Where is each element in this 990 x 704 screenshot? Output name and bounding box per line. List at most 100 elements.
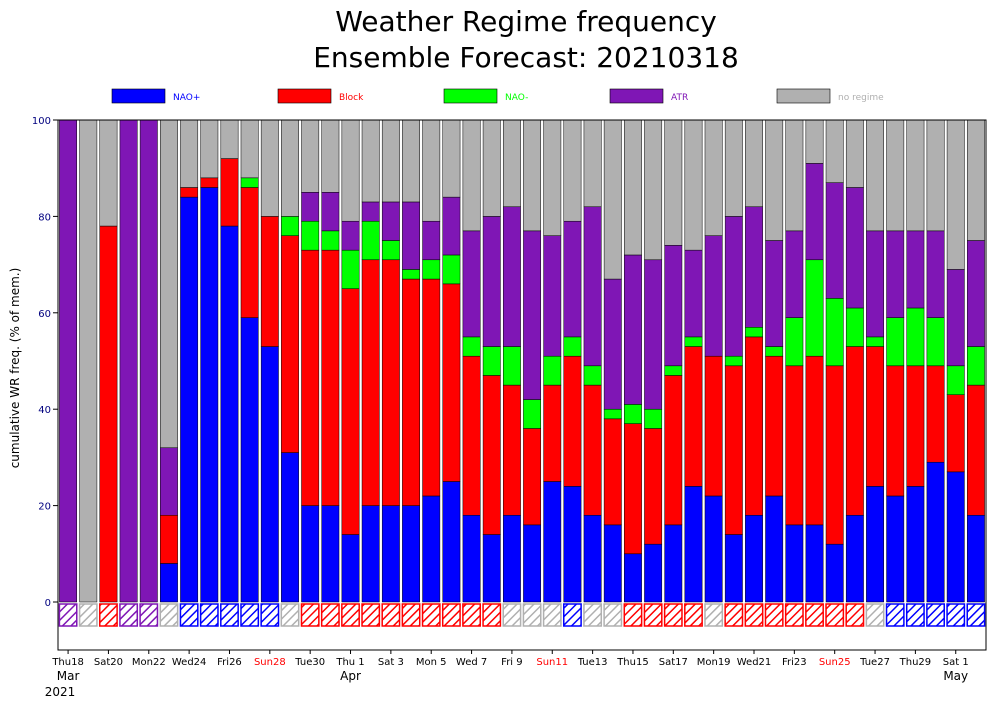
bar-no-regime-36 bbox=[785, 119, 804, 232]
bar-nao-13 bbox=[321, 505, 340, 603]
bar-no-regime-23 bbox=[523, 119, 542, 232]
bar-nao-17 bbox=[402, 269, 420, 280]
bar-nao-10 bbox=[260, 346, 279, 603]
bar-atr-23 bbox=[523, 230, 542, 400]
bar-atr-26 bbox=[583, 206, 602, 367]
bar-nao-29 bbox=[644, 408, 663, 429]
bar-no-regime-37 bbox=[805, 119, 824, 164]
regime-marker-8 bbox=[220, 603, 239, 627]
y-tick-label: 40 bbox=[38, 405, 51, 416]
bar-block-20 bbox=[462, 355, 481, 516]
bar-nao-35 bbox=[765, 346, 784, 357]
bar-block-10 bbox=[260, 216, 279, 347]
bar-block-33 bbox=[724, 365, 743, 535]
axes-layer: 0 20 40 60 80 100 Thu18 Sat20 Mon22 Wed24 Fri26 Sun… bbox=[32, 116, 987, 699]
regime-marker-19 bbox=[441, 603, 461, 627]
bar-nao-25 bbox=[563, 336, 582, 357]
bar-block-24 bbox=[543, 384, 562, 482]
regime-marker-25 bbox=[563, 603, 582, 627]
bar-nao-19 bbox=[442, 254, 461, 285]
legend-swatch-block bbox=[277, 88, 332, 104]
x-tick-label: Wed 7 bbox=[456, 657, 487, 668]
bar-nao-30 bbox=[664, 365, 683, 376]
bar-block-41 bbox=[886, 365, 905, 497]
x-tick-label: Sat20 bbox=[94, 657, 123, 668]
bar-nao-41 bbox=[886, 495, 905, 603]
legend-swatch-atr bbox=[609, 88, 664, 104]
bar-no-regime-21 bbox=[482, 119, 501, 217]
legend: NAO+ Block NAO- ATR no regime bbox=[111, 88, 884, 104]
bar-atr-34 bbox=[745, 206, 763, 328]
bar-block-15 bbox=[361, 259, 380, 506]
bar-no-regime-40 bbox=[866, 119, 884, 232]
bar-block-45 bbox=[966, 384, 985, 516]
x-tick-label: Sat17 bbox=[659, 657, 688, 668]
bar-no-regime-5 bbox=[160, 119, 178, 449]
bar-nao-33 bbox=[724, 534, 743, 603]
bar-no-regime-7 bbox=[200, 119, 219, 179]
bar-atr-29 bbox=[644, 259, 663, 410]
chart-title: Weather Regime frequency bbox=[335, 5, 717, 38]
bar-nao-5 bbox=[160, 563, 178, 603]
bar-no-regime-19 bbox=[442, 119, 461, 198]
bar-atr-5 bbox=[160, 447, 178, 516]
legend-swatch-no-regime bbox=[776, 88, 831, 104]
x-tick-label: Sat 1 bbox=[943, 657, 969, 668]
bar-nao-31 bbox=[684, 336, 703, 347]
regime-marker-4 bbox=[139, 603, 159, 627]
bar-block-23 bbox=[523, 428, 542, 526]
regime-marker-28 bbox=[623, 603, 643, 627]
bar-atr-18 bbox=[422, 220, 441, 261]
legend-label-no-regime: no regime bbox=[838, 93, 884, 103]
x-tick-label: Mon 5 bbox=[416, 657, 447, 668]
bar-nao-29 bbox=[644, 543, 663, 603]
bar-atr-0 bbox=[59, 119, 78, 603]
regime-marker-23 bbox=[522, 603, 542, 627]
bar-nao-24 bbox=[543, 481, 562, 603]
bar-block-30 bbox=[664, 375, 683, 526]
bar-block-28 bbox=[624, 423, 642, 555]
bar-nao-8 bbox=[220, 225, 239, 603]
x-tick-label: Tue13 bbox=[577, 657, 608, 668]
bar-atr-24 bbox=[543, 235, 562, 357]
bar-block-43 bbox=[926, 365, 945, 463]
bar-nao-25 bbox=[563, 486, 582, 603]
regime-marker-37 bbox=[805, 603, 824, 627]
bar-nao-26 bbox=[583, 514, 602, 603]
y-tick-label: 0 bbox=[45, 598, 51, 609]
bar-no-regime-43 bbox=[926, 119, 945, 232]
x-tick-label: Wed24 bbox=[172, 657, 207, 668]
bar-no-regime-42 bbox=[906, 119, 925, 232]
bar-no-regime-32 bbox=[704, 119, 723, 236]
bar-block-36 bbox=[785, 365, 804, 526]
bar-nao-11 bbox=[281, 216, 299, 236]
bar-atr-37 bbox=[805, 163, 824, 261]
bars-layer bbox=[59, 119, 985, 603]
month-label: Apr bbox=[340, 669, 361, 683]
regime-marker-3 bbox=[119, 603, 139, 627]
y-tick-label: 20 bbox=[38, 502, 51, 513]
bar-nao-23 bbox=[523, 399, 542, 429]
bar-no-regime-45 bbox=[966, 119, 985, 241]
bar-block-5 bbox=[160, 514, 178, 564]
regime-marker-32 bbox=[704, 603, 724, 627]
bar-block-12 bbox=[301, 249, 320, 506]
bar-block-7 bbox=[200, 177, 219, 188]
bar-nao-20 bbox=[462, 514, 481, 603]
regime-marker-44 bbox=[946, 603, 966, 627]
plot-frame bbox=[57, 119, 987, 651]
regime-marker-0 bbox=[58, 603, 78, 627]
regime-marker-1 bbox=[78, 603, 98, 627]
regime-marker-30 bbox=[663, 603, 683, 627]
x-tick-label: Mon19 bbox=[697, 657, 731, 668]
bar-atr-15 bbox=[361, 201, 380, 222]
bar-atr-19 bbox=[442, 196, 461, 256]
bar-nao-24 bbox=[543, 355, 562, 386]
regime-marker-7 bbox=[199, 603, 219, 627]
bar-block-32 bbox=[704, 355, 723, 497]
regime-marker-24 bbox=[542, 603, 562, 627]
bar-no-regime-34 bbox=[745, 119, 763, 208]
bar-block-6 bbox=[180, 187, 199, 198]
bar-atr-44 bbox=[946, 269, 965, 367]
regime-marker-9 bbox=[240, 603, 260, 627]
